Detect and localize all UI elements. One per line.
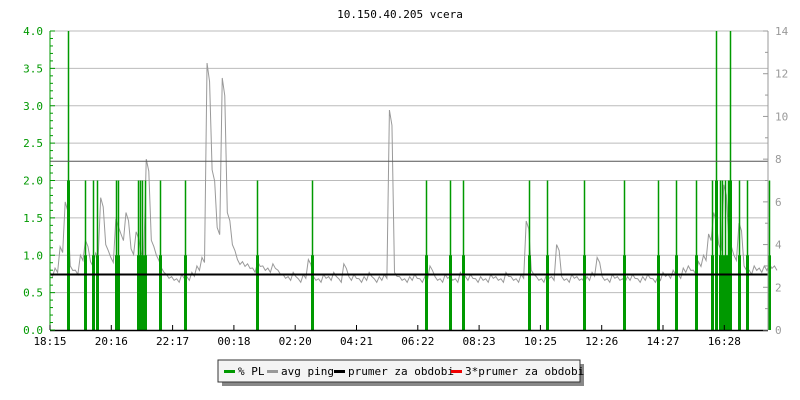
legend-label-ping: avg ping <box>281 365 334 378</box>
legend: % PL avg ping prumer za obdobi 3*prumer … <box>217 359 584 386</box>
right-tick-label: 10 <box>775 110 788 123</box>
right-tick-label: 2 <box>775 281 782 294</box>
left-tick-label: 3.0 <box>23 100 43 113</box>
legend-label-pl: % PL <box>238 365 265 378</box>
x-tick-label: 02:20 <box>279 335 312 348</box>
right-tick-label: 8 <box>775 153 782 166</box>
x-tick-label: 06:22 <box>401 335 434 348</box>
legend-label-mean: prumer za obdobi <box>348 365 454 378</box>
mean-lines <box>50 160 768 276</box>
legend-label-mean3: 3*prumer za obdobi <box>465 365 584 378</box>
right-tick-label: 6 <box>775 196 782 209</box>
left-tick-label: 0.5 <box>23 287 43 300</box>
x-tick-label: 04:21 <box>340 335 373 348</box>
x-tick-label: 14:27 <box>646 335 679 348</box>
avg-ping-series <box>49 62 778 284</box>
x-tick-label: 20:16 <box>95 335 128 348</box>
x-tick-label: 16:28 <box>708 335 741 348</box>
left-tick-label: 3.5 <box>23 62 43 75</box>
left-tick-label: 2.0 <box>23 175 43 188</box>
x-tick-label: 00:18 <box>217 335 250 348</box>
pl-series <box>67 31 771 330</box>
axes: 0.0 0.5 1.0 1.5 2.0 2.5 3.0 3.5 4.0 0 2 4 6 8 10 12 14 18… <box>23 25 788 348</box>
avg-ping-line <box>49 62 778 284</box>
x-tick-label: 22:17 <box>156 335 189 348</box>
left-tick-label: 2.5 <box>23 137 43 150</box>
x-tick-label: 08:23 <box>463 335 496 348</box>
x-tick-label: 18:15 <box>33 335 66 348</box>
left-tick-label: 1.5 <box>23 212 43 225</box>
right-tick-label: 4 <box>775 239 782 252</box>
right-tick-label: 0 <box>775 324 782 337</box>
x-tick-label: 12:26 <box>585 335 618 348</box>
x-tick-label: 10:25 <box>524 335 557 348</box>
right-tick-label: 12 <box>775 68 788 81</box>
left-tick-label: 1.0 <box>23 249 43 262</box>
gridlines <box>50 30 768 294</box>
left-tick-label: 0.0 <box>23 324 43 337</box>
chart-title: 10.150.40.205 vcera <box>337 8 463 21</box>
left-tick-label: 4.0 <box>23 25 43 38</box>
right-tick-label: 14 <box>775 25 789 38</box>
